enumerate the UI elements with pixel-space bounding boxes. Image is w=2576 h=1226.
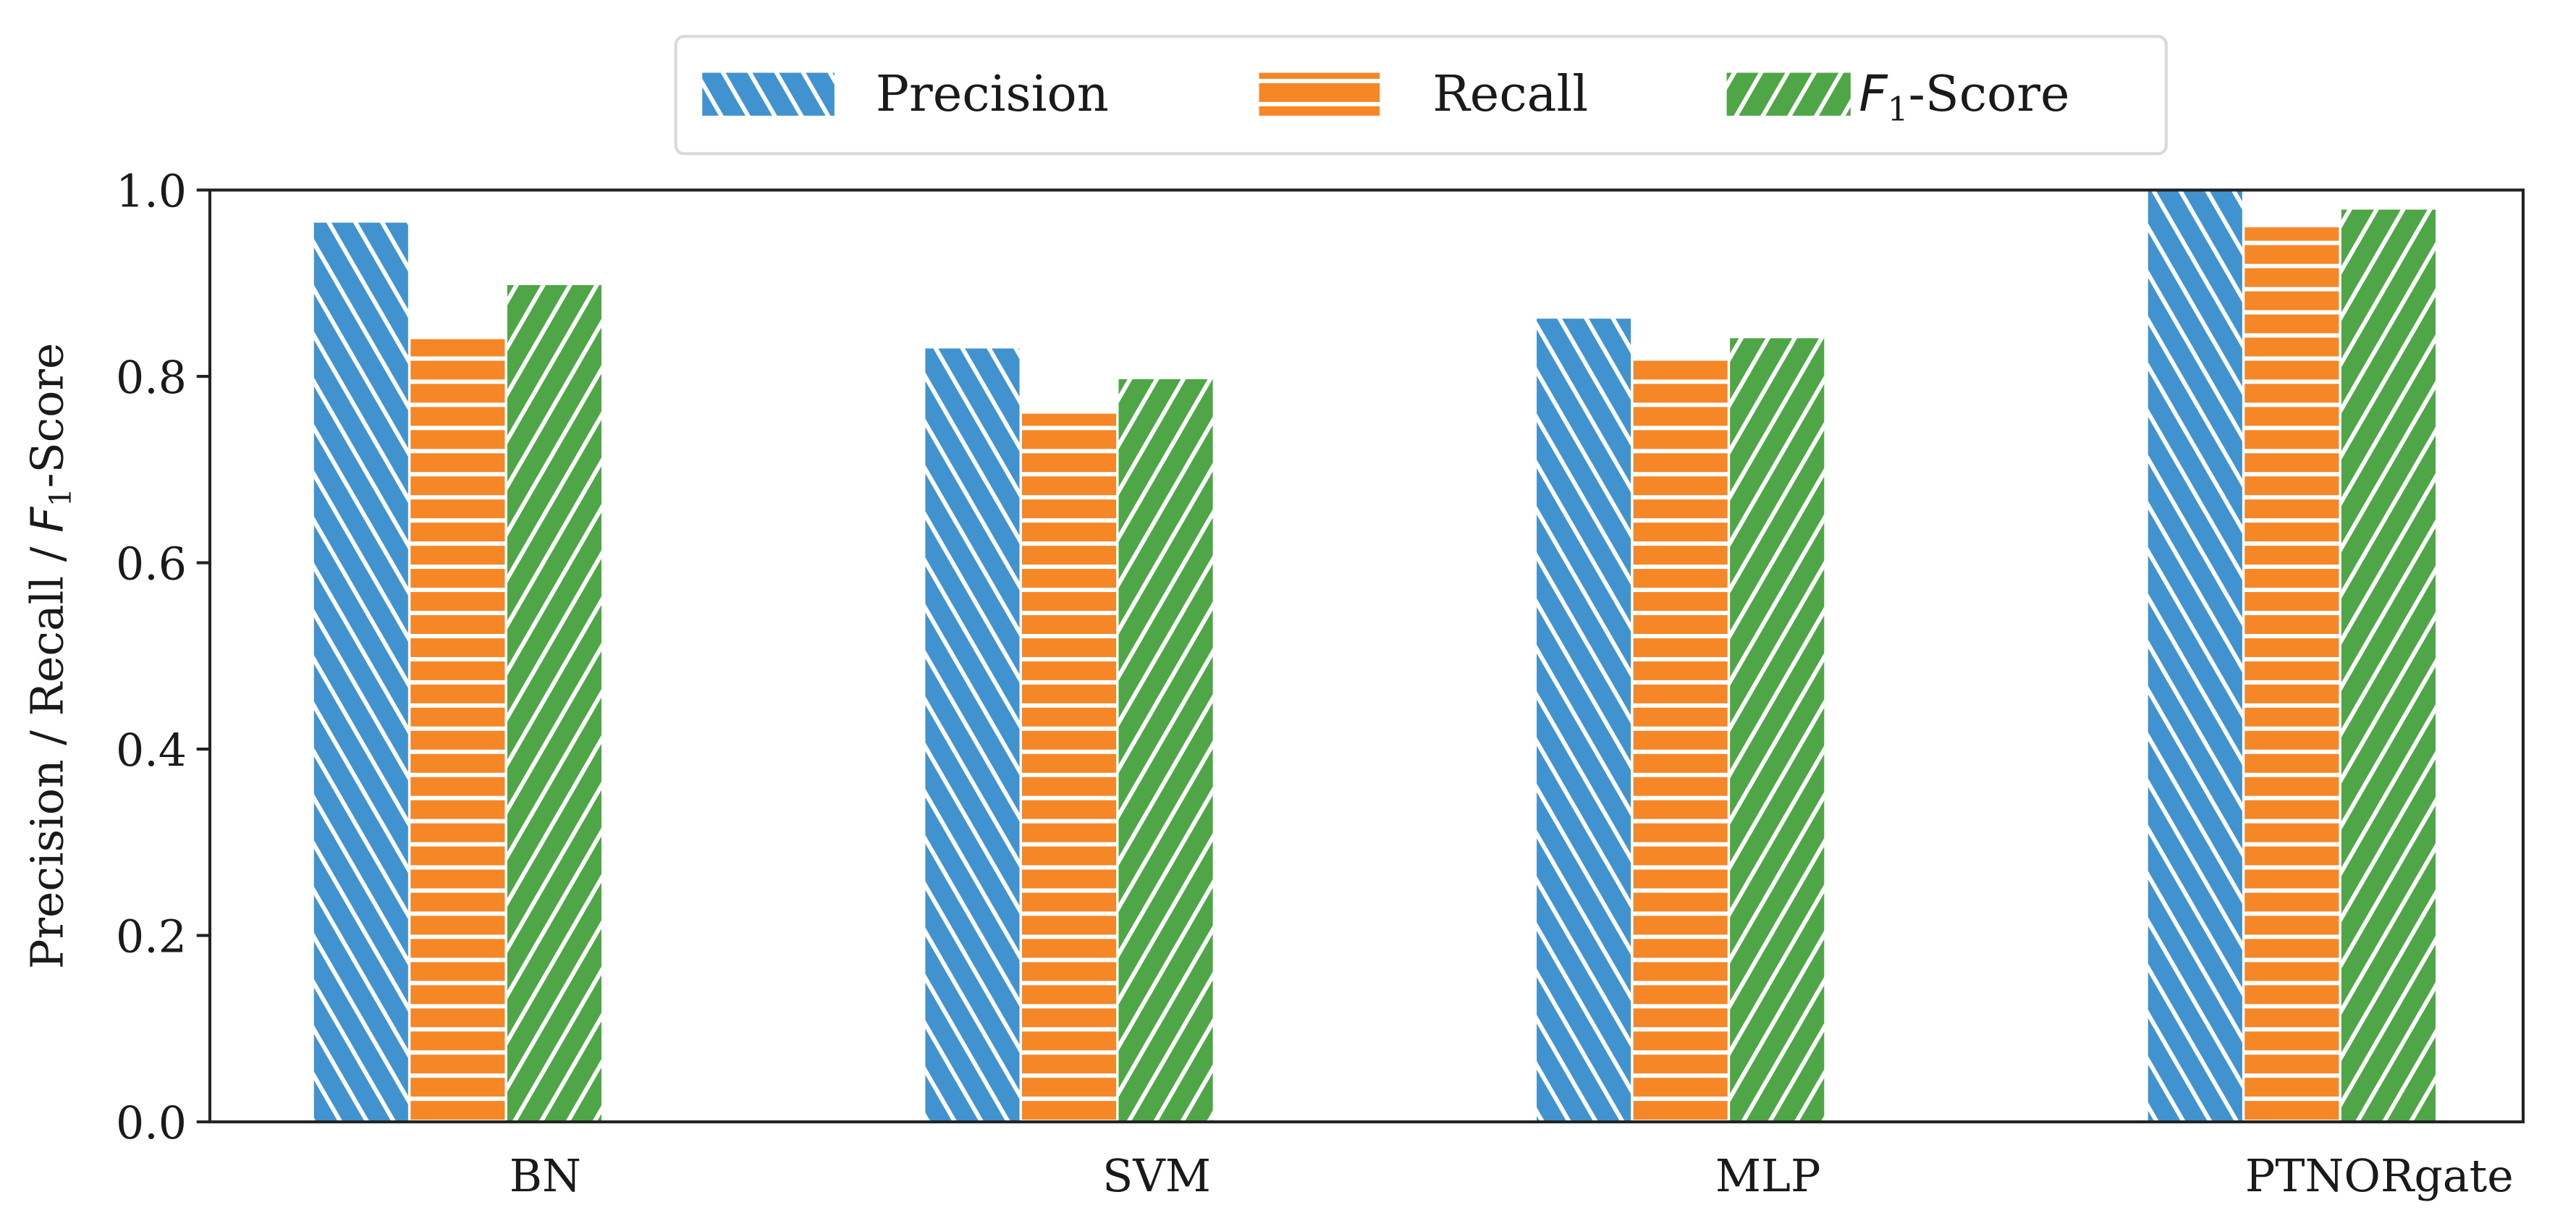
bar-mlp-recall xyxy=(1633,357,1728,1123)
x-tick-label: MLP xyxy=(1715,1150,1821,1202)
legend-swatch-recall xyxy=(1259,72,1380,116)
bar-mlp-precision xyxy=(1537,318,1631,1123)
y-tick-label: 0.2 xyxy=(116,910,187,963)
bars-layer xyxy=(313,190,2436,1123)
x-axis: BN SVM MLP PTNORgate xyxy=(510,1150,2514,1202)
y-axis-label: Precision / Recall / F1-Score xyxy=(22,343,78,969)
legend-swatch-f1-score xyxy=(1726,72,1851,116)
bar-svm-precision xyxy=(925,348,1020,1123)
y-tick-label: 0.6 xyxy=(116,538,187,590)
y-tick-label: 0.0 xyxy=(116,1097,187,1149)
y-tick-label: 0.8 xyxy=(116,352,187,404)
legend: Precision Recall F1-Score xyxy=(674,35,2168,156)
bar-ptnorgate-f1-score xyxy=(2341,209,2436,1123)
legend-frame xyxy=(674,35,2168,156)
legend-label-recall: Recall xyxy=(1432,65,1588,123)
x-tick-label: SVM xyxy=(1102,1150,1211,1202)
bar-ptnorgate-precision xyxy=(2148,190,2242,1123)
bar-ptnorgate-recall xyxy=(2245,227,2339,1123)
y-axis: 0.0 0.2 0.4 0.6 0.8 1.0 xyxy=(116,165,210,1149)
bar-bn-recall xyxy=(410,339,505,1123)
legend-label-f1-score: F1-Score xyxy=(1859,65,2069,129)
y-tick-label: 0.4 xyxy=(116,724,187,777)
y-tick-label: 1.0 xyxy=(116,165,187,217)
bar-bn-f1-score xyxy=(507,284,601,1123)
bar-svm-recall xyxy=(1021,413,1117,1123)
bar-bn-precision xyxy=(313,222,408,1123)
x-tick-label: BN xyxy=(510,1150,581,1202)
legend-swatch-precision xyxy=(702,72,835,116)
legend-label-precision: Precision xyxy=(876,65,1109,123)
bar-mlp-f1-score xyxy=(1730,338,1825,1123)
axes-frame xyxy=(208,188,2525,1124)
bar-svm-f1-score xyxy=(1118,379,1213,1123)
x-tick-label: PTNORgate xyxy=(2245,1150,2514,1202)
